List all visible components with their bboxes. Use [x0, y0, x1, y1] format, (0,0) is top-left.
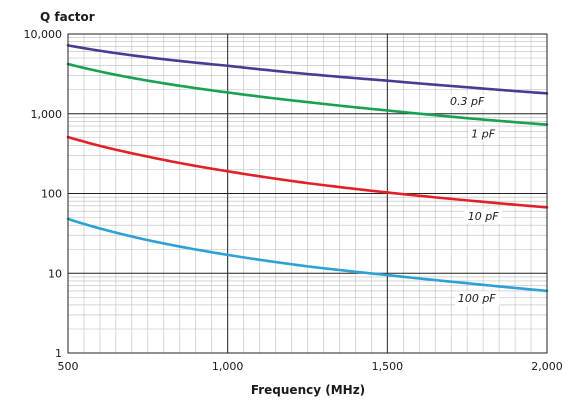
series-label-bg [454, 291, 500, 307]
y-tick-label: 1 [55, 347, 62, 360]
y-tick-labels: 1 10 100 1,000 10,000 [24, 28, 63, 360]
x-tick-label: 1,500 [372, 360, 404, 373]
y-axis-title: Q factor [40, 10, 95, 24]
plot-border [67, 33, 548, 354]
y-tick-label: 100 [41, 188, 62, 201]
x-tick-label: 500 [58, 360, 79, 373]
y-tick-label: 10,000 [24, 28, 63, 41]
series-label: 100 pF [458, 292, 496, 305]
y-tick-label: 10 [48, 267, 62, 280]
series-line-2 [66, 135, 549, 209]
series-labels: 0.3 pF 1 pF 10 pF 100 pF [447, 94, 503, 307]
series-label: 1 pF [471, 128, 495, 141]
x-tick-label: 1,000 [212, 360, 244, 373]
x-axis-title: Frequency (MHz) [251, 383, 365, 397]
x-tick-labels: 500 1,000 1,500 2,000 [58, 360, 563, 373]
y-tick-label: 1,000 [31, 108, 63, 121]
series-label-bg [468, 126, 499, 142]
series-line-3 [66, 217, 549, 293]
series-lines [66, 44, 549, 293]
series-line-0 [66, 44, 549, 95]
series-label-bg [464, 208, 503, 224]
series-label: 0.3 pF [450, 95, 485, 108]
series-label-bg [447, 94, 488, 110]
x-tick-label: 2,000 [531, 360, 563, 373]
series-line-1 [66, 62, 549, 126]
series-label: 10 pF [468, 210, 499, 223]
